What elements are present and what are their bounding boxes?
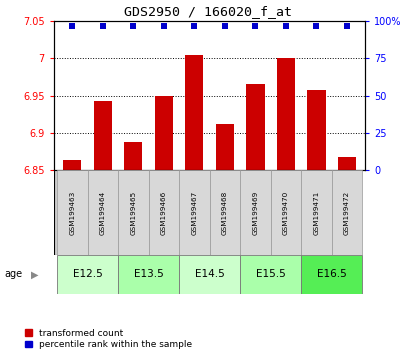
Bar: [94, 101, 112, 170]
Bar: [277, 58, 295, 170]
Text: E15.5: E15.5: [256, 269, 286, 279]
Bar: [118, 170, 149, 255]
Text: E16.5: E16.5: [317, 269, 347, 279]
Text: age: age: [4, 269, 22, 279]
Text: E13.5: E13.5: [134, 269, 164, 279]
Bar: [332, 170, 362, 255]
Bar: [179, 255, 240, 294]
Bar: [155, 96, 173, 170]
Bar: [210, 170, 240, 255]
Bar: [216, 124, 234, 170]
Text: GSM199468: GSM199468: [222, 190, 228, 234]
Bar: [246, 84, 264, 170]
Bar: [271, 170, 301, 255]
Text: GDS2950 / 166020_f_at: GDS2950 / 166020_f_at: [124, 5, 291, 18]
Text: GSM199464: GSM199464: [100, 190, 106, 234]
Bar: [124, 142, 142, 170]
Text: GSM199470: GSM199470: [283, 190, 289, 234]
Text: GSM199467: GSM199467: [191, 190, 197, 234]
Bar: [57, 255, 118, 294]
Bar: [301, 170, 332, 255]
Bar: [185, 55, 203, 170]
Text: GSM199463: GSM199463: [69, 190, 75, 234]
Bar: [63, 160, 81, 170]
Bar: [301, 255, 362, 294]
Bar: [118, 255, 179, 294]
Bar: [57, 170, 88, 255]
Text: ▶: ▶: [31, 269, 39, 279]
Bar: [88, 170, 118, 255]
Text: GSM199469: GSM199469: [252, 190, 259, 234]
Bar: [149, 170, 179, 255]
Bar: [179, 170, 210, 255]
Bar: [338, 156, 356, 170]
Bar: [240, 170, 271, 255]
Text: GSM199472: GSM199472: [344, 190, 350, 234]
Text: E14.5: E14.5: [195, 269, 225, 279]
Bar: [307, 90, 325, 170]
Text: GSM199466: GSM199466: [161, 190, 167, 234]
Text: E12.5: E12.5: [73, 269, 103, 279]
Bar: [240, 255, 301, 294]
Legend: transformed count, percentile rank within the sample: transformed count, percentile rank withi…: [25, 329, 192, 349]
Text: GSM199471: GSM199471: [313, 190, 320, 234]
Text: GSM199465: GSM199465: [130, 190, 136, 234]
